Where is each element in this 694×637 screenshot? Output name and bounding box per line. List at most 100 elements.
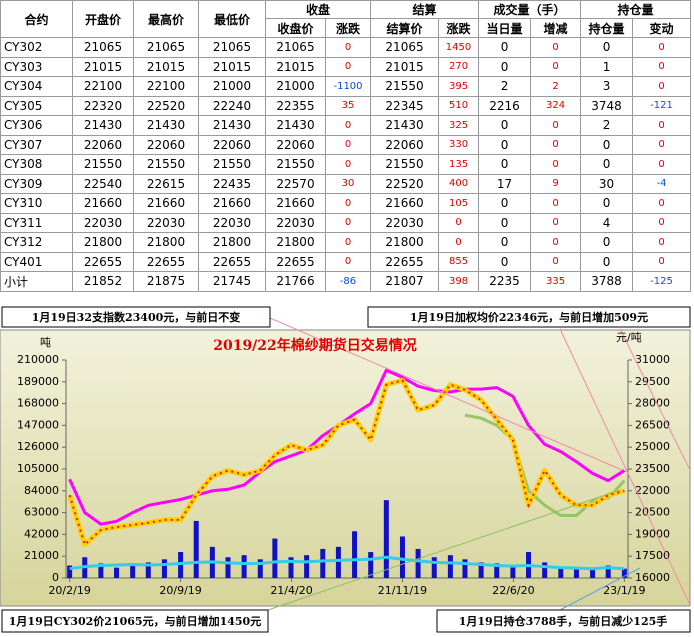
y-tick-label: 84000 <box>24 484 59 497</box>
volume-bar <box>161 559 167 578</box>
table-row: CY306 21430 21430 21430 21430 0 21430 325 0 0 2 0 <box>0 115 692 136</box>
volume-bar <box>352 531 358 578</box>
volume-bar <box>590 569 596 578</box>
volume-bar <box>462 559 468 578</box>
value-cell: -125 <box>632 271 692 292</box>
leader-line <box>559 567 641 611</box>
value-cell: 21430 <box>370 115 440 136</box>
value-cell: 22655 <box>370 251 440 272</box>
volume-bar <box>510 565 516 578</box>
volume-bar <box>304 555 310 578</box>
annotation: 1月19日32支指数23400元，与前日不变 <box>32 310 241 324</box>
value-cell: 21015 <box>370 56 440 77</box>
y-tick-label: 168000 <box>17 397 59 410</box>
y-tick-label: 147000 <box>17 418 59 431</box>
value-cell: 21550 <box>370 76 440 97</box>
value-cell: 21807 <box>370 271 440 292</box>
value-cell: 21550 <box>265 154 326 175</box>
column-header: 涨跌 <box>324 18 372 38</box>
column-header: 最低价 <box>198 0 266 38</box>
contract-cell: CY307 <box>0 134 73 155</box>
value-cell: 21660 <box>72 193 134 214</box>
value-cell: 21875 <box>133 271 199 292</box>
y-tick-label: 210000 <box>17 353 59 366</box>
volume-bar <box>494 563 500 578</box>
x-tick-label: 20/2/19 <box>48 584 90 597</box>
y-tick-label: 105000 <box>17 462 59 475</box>
table-row: CY309 22540 22615 22435 22570 30 22520 400 17 9 30… <box>0 173 692 194</box>
contract-cell: CY304 <box>0 76 73 97</box>
y-tick-label: 42000 <box>24 527 59 540</box>
series-line <box>68 368 626 526</box>
value-cell: 335 <box>530 271 582 292</box>
table-row: CY305 22320 22520 22240 22355 35 22345 510 2216 3… <box>0 95 692 116</box>
value-cell: 21800 <box>370 232 440 253</box>
column-header: 收盘价 <box>265 18 326 38</box>
volume-bar <box>67 565 73 578</box>
plot: 0 21000 42000 63000 84000 105000 126000 147000 1… <box>17 353 670 597</box>
table-row: CY303 21015 21015 21015 21015 0 21015 270 0 0 1 0 <box>0 56 692 77</box>
table-row: CY401 22655 22655 22655 22655 0 22655 855 0 0 0 0 <box>0 251 692 272</box>
table-row: CY311 22030 22030 22030 22030 0 22030 0 0 0 4 0 <box>0 212 692 233</box>
leader-line <box>619 328 691 471</box>
annotation: 1月19日持仓3788手，与前日减少125手 <box>459 614 668 628</box>
annotation: 1月19日加权均价22346元，与前日增加509元 <box>410 310 648 324</box>
value-cell: 398 <box>438 271 480 292</box>
table-row: 小计 21852 21875 21745 21766 -86 21807 398 2235 335… <box>0 271 692 292</box>
volume-bar <box>478 562 484 578</box>
value-cell: 3788 <box>580 271 634 292</box>
value-cell: 22030 <box>370 212 440 233</box>
value-cell: 22100 <box>72 76 134 97</box>
leader-line <box>269 317 623 471</box>
value-cell: 35 <box>324 95 372 116</box>
value-cell: 21660 <box>198 193 266 214</box>
leader-line <box>267 489 621 611</box>
value-cell: 21550 <box>198 154 266 175</box>
volume-bar <box>114 567 120 578</box>
y-tick-label: 189000 <box>17 375 59 388</box>
y2-tick-label: 25000 <box>635 440 670 453</box>
volume-bar <box>383 500 389 578</box>
y2-tick-label: 26500 <box>635 418 670 431</box>
column-header: 持仓量 <box>580 18 634 38</box>
column-header: 合约 <box>0 0 73 38</box>
y-tick-label: 0 <box>52 571 59 584</box>
volume-bar <box>130 565 136 578</box>
volume-bar <box>447 555 453 578</box>
value-cell: -4 <box>632 173 692 194</box>
contract-cell: CY310 <box>0 193 73 214</box>
y-tick-label: 126000 <box>17 440 59 453</box>
value-cell: 21430 <box>198 115 266 136</box>
y2-unit: 元/吨 <box>616 331 642 344</box>
chart-title: 2019/22年棉纱期货日交易情况 <box>213 337 417 354</box>
y2-tick-label: 29500 <box>635 375 670 388</box>
table-row: CY308 21550 21550 21550 21550 0 21550 135 0 0 0 0 <box>0 154 692 175</box>
x-tick-label: 20/9/19 <box>159 584 201 597</box>
volume-bar <box>288 557 294 578</box>
x-tick-label: 21/4/20 <box>270 584 312 597</box>
x-tick-label: 21/11/19 <box>378 584 427 597</box>
y2-tick-label: 17500 <box>635 549 670 562</box>
volume-bar <box>431 557 437 578</box>
volume-bar <box>225 557 231 578</box>
column-header: 开盘价 <box>72 0 134 38</box>
value-cell: 21766 <box>265 271 326 292</box>
contract-cell: 小计 <box>0 271 73 292</box>
value-cell: -86 <box>324 271 372 292</box>
leader-line <box>559 328 691 606</box>
volume-bar <box>335 546 341 578</box>
header-row: 收盘价 涨跌 结算价 涨跌 当日量 增减 持仓量 变动 <box>1 18 692 38</box>
y2-tick-label: 20500 <box>635 506 670 519</box>
value-cell: 0 <box>530 154 582 175</box>
value-cell: 21745 <box>198 271 266 292</box>
annotation-box <box>436 609 691 633</box>
value-cell: 21800 <box>198 232 266 253</box>
volume-bar <box>145 562 151 578</box>
value-cell: 22655 <box>72 251 134 272</box>
value-cell: 21065 <box>133 37 199 58</box>
volume-bar <box>98 563 104 578</box>
volume-bar <box>193 520 199 578</box>
leader-lines <box>267 317 691 611</box>
